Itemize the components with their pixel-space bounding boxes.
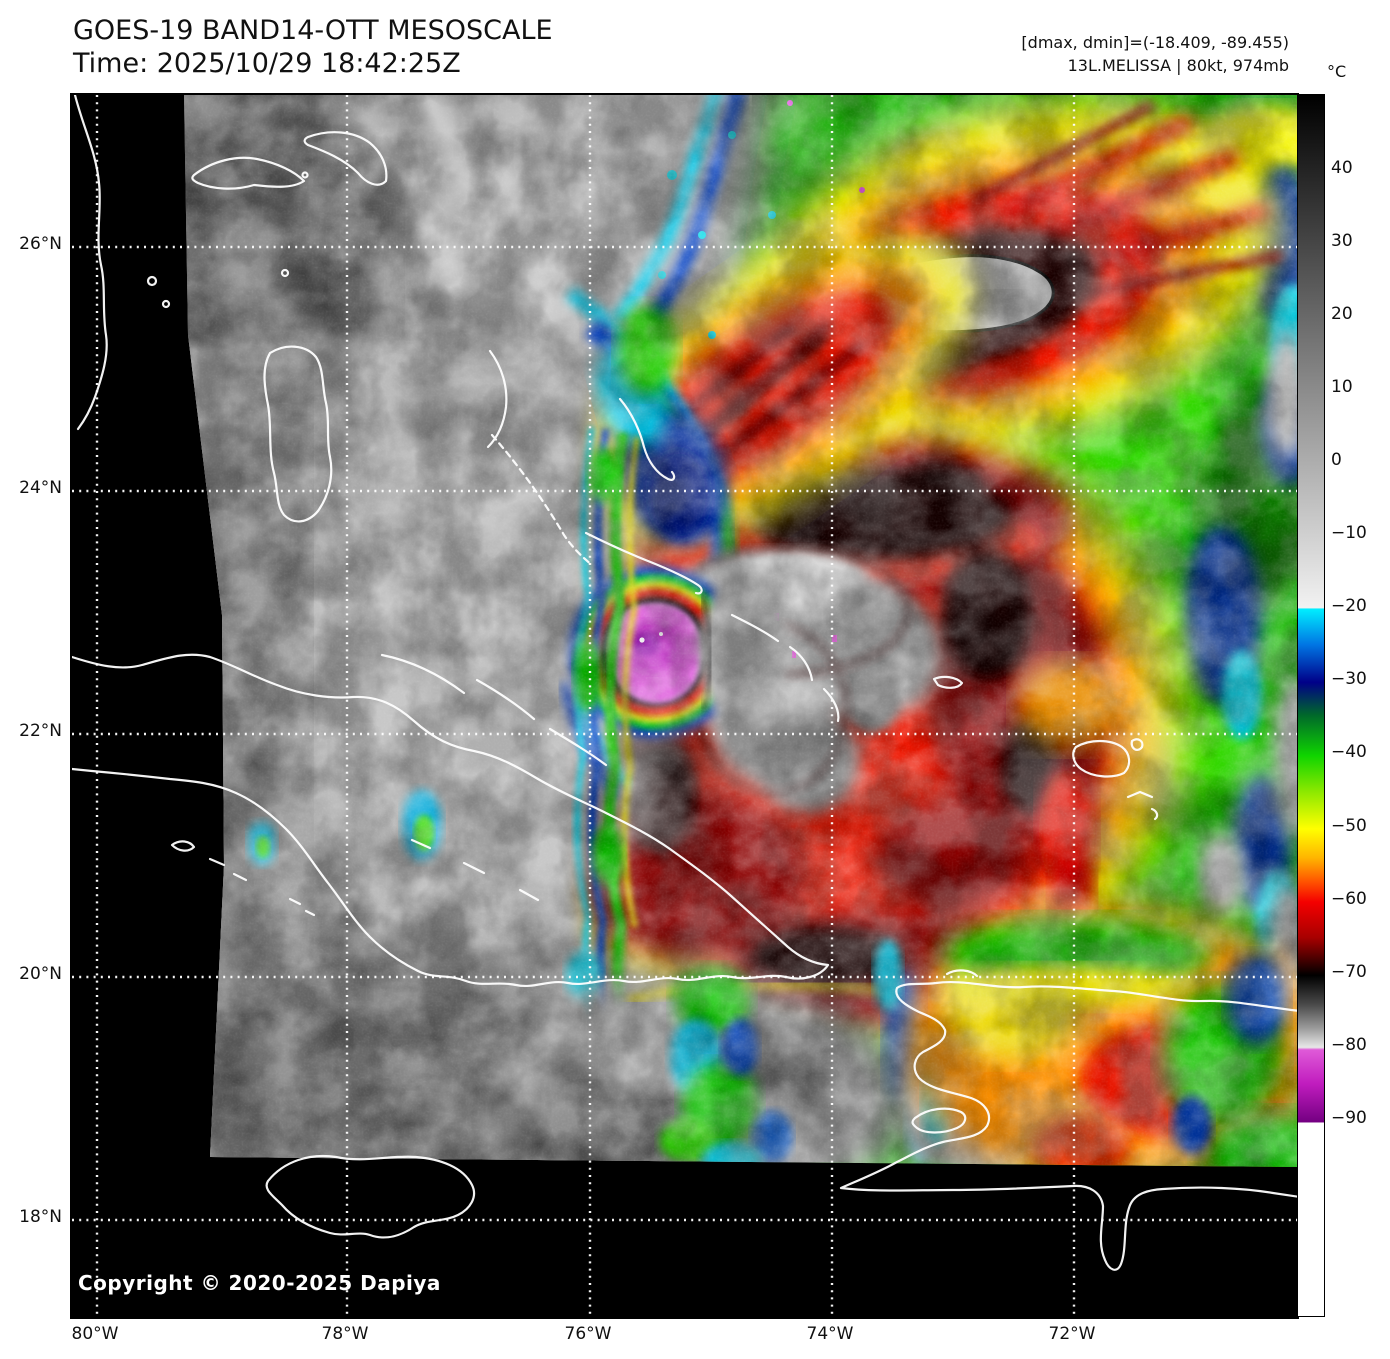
coast-cayo: [208, 857, 226, 867]
lat-axis-label: 24°N: [19, 478, 62, 498]
coast-little-inagua: [1130, 738, 1144, 751]
coast-cuba-cays: [475, 678, 536, 721]
coast-caicos: [1150, 807, 1159, 821]
coast-island: [161, 299, 171, 309]
colorbar-tick-label: −10: [1331, 523, 1367, 543]
colorbar-tick-label: 0: [1331, 450, 1342, 470]
coast-cuba-south-cays: [462, 861, 486, 875]
satellite-image-canvas: [72, 95, 1297, 1317]
lat-axis-label: 20°N: [19, 964, 62, 984]
figure-title: GOES-19 BAND14-OTT MESOSCALE: [73, 15, 553, 46]
coast-island: [146, 275, 158, 287]
title-block: GOES-19 BAND14-OTT MESOSCALE Time: 2025/…: [73, 14, 553, 80]
lon-axis-label: 80°W: [71, 1324, 119, 1344]
coast-cayo: [304, 909, 316, 917]
dmax-dmin-readout: [dmax, dmin]=(-18.409, -89.455): [1021, 33, 1289, 52]
colorbar-tick-label: −90: [1331, 1108, 1367, 1128]
coast-cuba: [72, 653, 830, 987]
graticule: [72, 95, 1297, 1317]
copyright-text: Copyright © 2020-2025 Dapiya: [78, 1271, 441, 1295]
coast-cuba-south-cays: [410, 838, 432, 850]
info-block: [dmax, dmin]=(-18.409, -89.455) 13L.MELI…: [1021, 31, 1289, 77]
coast-gonave: [911, 1107, 967, 1134]
colorbar-unit-label: °C: [1327, 62, 1347, 81]
colorbar-tick-label: −50: [1331, 816, 1367, 836]
coast-abaco: [303, 131, 388, 186]
colorbar-tick-label: −20: [1331, 596, 1367, 616]
satellite-map: Copyright © 2020-2025 Dapiya: [70, 93, 1299, 1319]
coast-eleuthera: [486, 349, 508, 449]
colorbar-tick-label: −60: [1331, 889, 1367, 909]
colorbar-tick-label: −70: [1331, 962, 1367, 982]
coast-caicos: [1126, 790, 1154, 799]
colorbar-tick-label: 20: [1331, 304, 1353, 324]
figure-timestamp: Time: 2025/10/29 18:42:25Z: [73, 48, 461, 79]
coast-cuba-cays: [548, 727, 608, 767]
coast-great-inagua: [1072, 739, 1131, 778]
coast-long-island: [584, 531, 703, 595]
coast-cuba-south-cays: [518, 888, 540, 902]
colorbar-gradient: [1297, 94, 1325, 1317]
coast-andros: [263, 345, 333, 523]
lon-axis-label: 78°W: [321, 1324, 369, 1344]
storm-status-readout: 13L.MELISSA | 80kt, 974mb: [1067, 56, 1289, 75]
coast-cay: [301, 171, 309, 179]
coast-exuma-cays: [490, 433, 594, 567]
ir-imagery: [184, 95, 1297, 1167]
coastlines: [72, 95, 1297, 1271]
coast-berry-islands: [280, 268, 290, 278]
colorbar-tick-label: 30: [1331, 231, 1353, 251]
colorbar-tick-label: −40: [1331, 742, 1367, 762]
lon-axis-label: 76°W: [564, 1324, 612, 1344]
coast-crooked-acklins: [822, 687, 840, 723]
coast-cuba-cays: [380, 653, 466, 695]
colorbar-tick-label: 40: [1331, 158, 1353, 178]
lat-axis-label: 22°N: [19, 721, 62, 741]
lat-axis-label: 18°N: [19, 1207, 62, 1227]
colorbar-tick-label: −30: [1331, 669, 1367, 689]
coast-cayo: [288, 897, 302, 906]
coast-grand-bahama: [191, 156, 306, 190]
coast-cat-island: [618, 397, 676, 481]
coast-tortuga: [945, 969, 979, 978]
coast-hispaniola: [839, 980, 1297, 1271]
coast-crooked-acklins: [788, 645, 814, 682]
coast-cayo: [232, 872, 248, 882]
lon-axis-label: 72°W: [1048, 1324, 1096, 1344]
colorbar-tick-label: −80: [1331, 1035, 1367, 1055]
coast-jamaica: [265, 1155, 476, 1239]
lon-axis-label: 74°W: [806, 1324, 854, 1344]
coast-mayaguana: [932, 675, 964, 689]
coast-cayo: [170, 840, 196, 852]
lat-axis-label: 26°N: [19, 234, 62, 254]
colorbar-tick-label: 10: [1331, 377, 1353, 397]
coast-crooked-acklins: [730, 613, 780, 643]
